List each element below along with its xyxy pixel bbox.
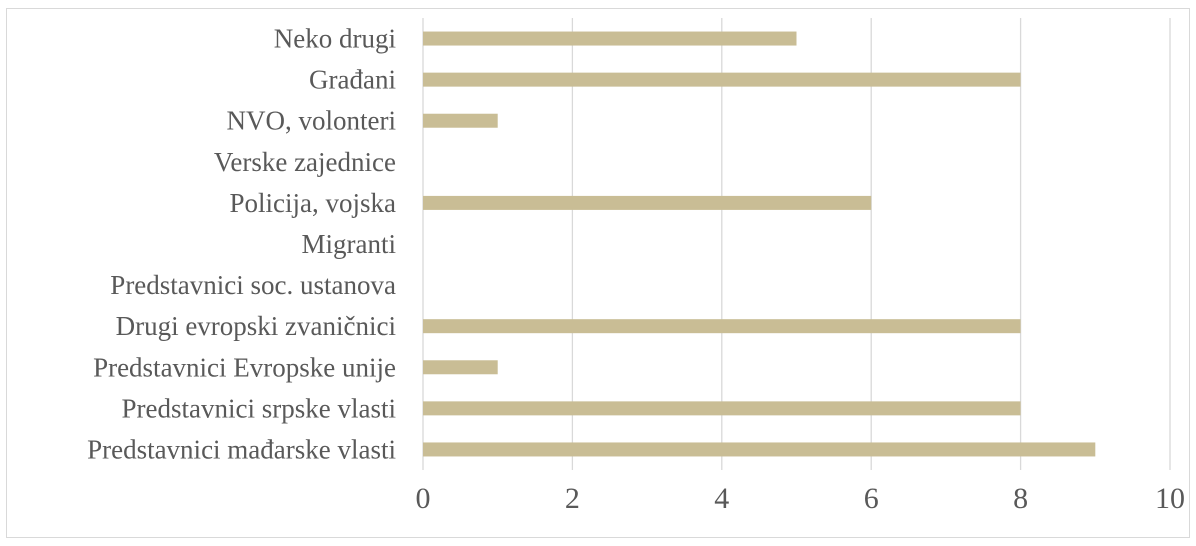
x-tick-label: 6 [864, 482, 879, 515]
category-label: Predstavnici srpske vlasti [122, 393, 396, 423]
category-label: Predstavnici mađarske vlasti [87, 434, 396, 464]
bar [423, 113, 498, 128]
gridlines [422, 18, 1171, 470]
bar [423, 319, 1021, 334]
category-label: Neko drugi [274, 24, 396, 54]
x-tick-label: 8 [1013, 482, 1028, 515]
x-tick-label: 2 [565, 482, 580, 515]
bar [423, 72, 1021, 87]
category-label: Građani [309, 65, 396, 95]
category-label: Predstavnici soc. ustanova [110, 270, 396, 300]
bar [423, 195, 872, 210]
category-label: Predstavnici Evropske unije [93, 352, 396, 382]
bar [423, 360, 498, 375]
bar [423, 442, 1096, 457]
x-tick-label: 4 [714, 482, 729, 515]
bar [423, 401, 1021, 416]
category-label: Verske zajednice [214, 147, 396, 177]
x-tick-labels: 0 2 4 6 8 10 [416, 482, 1186, 515]
bars [423, 31, 1096, 457]
x-tick-label: 10 [1155, 482, 1185, 515]
category-labels: Neko drugi Građani NVO, volonteri Verske za… [87, 24, 396, 465]
x-tick-label: 0 [416, 482, 431, 515]
bar [423, 31, 797, 46]
category-label: Policija, vojska [230, 188, 396, 218]
category-label: Migranti [302, 229, 397, 259]
category-label: Drugi evropski zvaničnici [116, 311, 396, 341]
category-label: NVO, volonteri [227, 106, 396, 136]
